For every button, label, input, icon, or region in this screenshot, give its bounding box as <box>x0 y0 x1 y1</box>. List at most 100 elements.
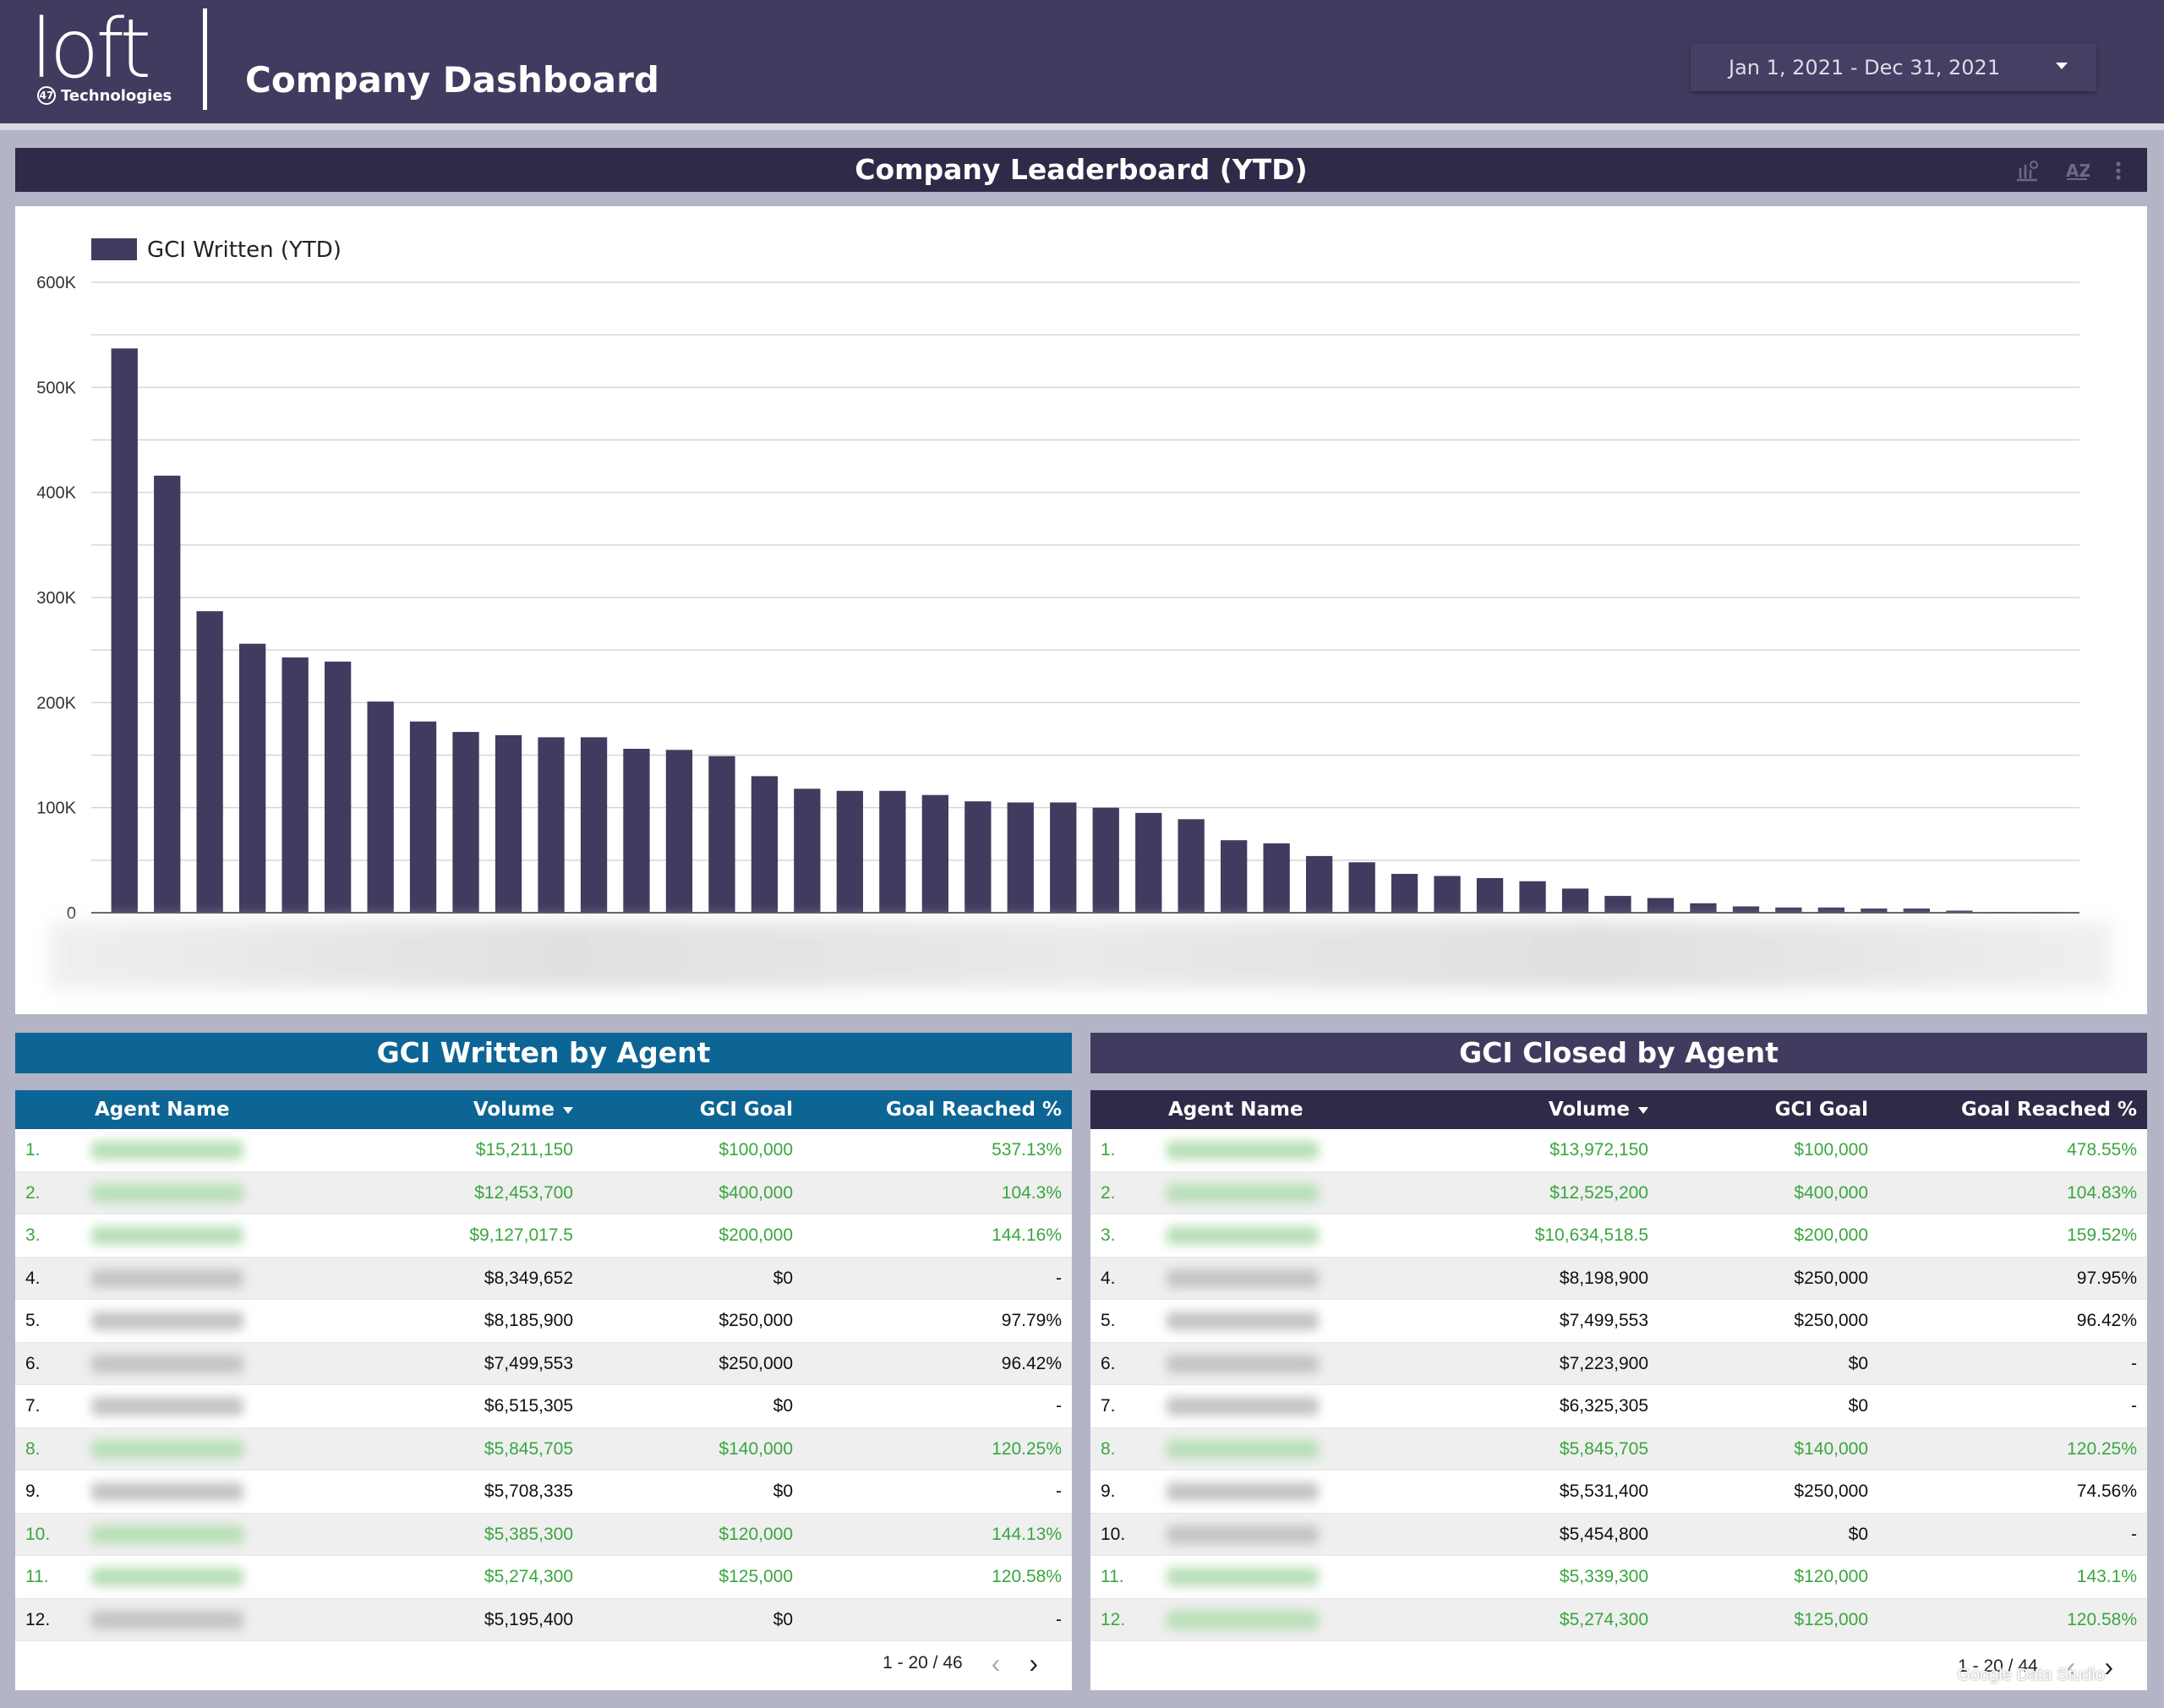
bar-12[interactable] <box>580 737 608 913</box>
row-goal-reached: - <box>1056 1482 1062 1501</box>
y-tick-label: 100K <box>36 799 76 818</box>
chart-settings-icon[interactable] <box>2015 155 2039 199</box>
bar-42[interactable] <box>1861 909 1888 913</box>
chevron-left-icon[interactable]: ‹ <box>991 1648 1001 1678</box>
bar-2[interactable] <box>154 475 181 913</box>
bar-11[interactable] <box>538 737 565 913</box>
bar-28[interactable] <box>1263 843 1290 913</box>
table-row[interactable]: 5. $8,185,900 $250,000 97.79% <box>15 1300 1072 1343</box>
chevron-right-icon[interactable]: › <box>1029 1648 1038 1678</box>
bar-20[interactable] <box>921 794 948 913</box>
col-goal-reached[interactable]: Goal Reached % <box>1960 1099 2137 1121</box>
table-row[interactable]: 3. $9,127,017.5 $200,000 144.16% <box>15 1214 1072 1258</box>
table-row[interactable]: 4. $8,349,652 $0 - <box>15 1257 1072 1300</box>
table-row[interactable]: 5. $7,499,553 $250,000 96.42% <box>1090 1300 2147 1343</box>
agent-name-redacted <box>91 1482 243 1501</box>
bar-24[interactable] <box>1092 807 1119 913</box>
bar-44[interactable] <box>1946 910 1973 914</box>
table-row[interactable]: 10. $5,454,800 $0 - <box>1090 1513 2147 1556</box>
bar-16[interactable] <box>751 776 779 913</box>
bar-25[interactable] <box>1135 812 1162 913</box>
date-range-picker[interactable]: Jan 1, 2021 - Dec 31, 2021 <box>1691 44 2096 91</box>
table-row[interactable]: 4. $8,198,900 $250,000 97.95% <box>1090 1257 2147 1300</box>
bar-10[interactable] <box>495 734 522 913</box>
bar-13[interactable] <box>623 749 650 913</box>
row-goal-reached: 104.83% <box>2067 1182 2137 1203</box>
table-row[interactable]: 9. $5,531,400 $250,000 74.56% <box>1090 1471 2147 1514</box>
row-volume: $5,845,705 <box>1559 1438 1648 1459</box>
bar-8[interactable] <box>409 721 437 913</box>
table-row[interactable]: 1. $13,972,150 $100,000 478.55% <box>1090 1129 2147 1172</box>
table-row[interactable]: 3. $10,634,518.5 $200,000 159.52% <box>1090 1214 2147 1258</box>
bar-32[interactable] <box>1434 876 1461 914</box>
bar-40[interactable] <box>1775 907 1802 913</box>
bar-33[interactable] <box>1476 878 1504 913</box>
gci-written-header: GCI Written by Agent <box>15 1033 1072 1073</box>
table-row[interactable]: 8. $5,845,705 $140,000 120.25% <box>1090 1427 2147 1471</box>
bar-21[interactable] <box>965 801 992 913</box>
bar-26[interactable] <box>1178 819 1205 913</box>
bar-30[interactable] <box>1348 862 1375 913</box>
bar-14[interactable] <box>665 750 693 913</box>
table-row[interactable]: 2. $12,525,200 $400,000 104.83% <box>1090 1171 2147 1214</box>
bar-4[interactable] <box>239 643 266 913</box>
bar-34[interactable] <box>1519 881 1546 913</box>
table-row[interactable]: 6. $7,499,553 $250,000 96.42% <box>15 1342 1072 1385</box>
row-goal-reached: 120.25% <box>992 1438 1062 1459</box>
bar-18[interactable] <box>836 790 863 913</box>
bar-31[interactable] <box>1391 874 1418 913</box>
bar-29[interactable] <box>1306 855 1333 913</box>
bar-41[interactable] <box>1817 907 1844 913</box>
table-row[interactable]: 7. $6,325,305 $0 - <box>1090 1385 2147 1428</box>
bar-22[interactable] <box>1007 802 1034 914</box>
table-row[interactable]: 7. $6,515,305 $0 - <box>15 1385 1072 1428</box>
row-rank: 4. <box>25 1268 41 1288</box>
agent-name-redacted <box>91 1183 243 1203</box>
col-volume[interactable]: Volume <box>473 1099 573 1121</box>
legend-label: GCI Written (YTD) <box>147 237 342 263</box>
table-row[interactable]: 6. $7,223,900 $0 - <box>1090 1342 2147 1385</box>
table-row[interactable]: 12. $5,274,300 $125,000 120.58% <box>1090 1598 2147 1641</box>
table-pager: 1 - 20 / 44 ‹ › <box>1958 1651 2113 1682</box>
chevron-right-icon[interactable]: › <box>2104 1651 2113 1682</box>
table-row[interactable]: 2. $12,453,700 $400,000 104.3% <box>15 1171 1072 1214</box>
sort-az-icon[interactable]: AZ <box>2064 155 2091 199</box>
bar-45[interactable] <box>1988 912 2015 913</box>
table-row[interactable]: 1. $15,211,150 $100,000 537.13% <box>15 1129 1072 1172</box>
bar-38[interactable] <box>1690 903 1717 913</box>
col-gci-goal[interactable]: GCI Goal <box>699 1099 793 1121</box>
col-goal-reached[interactable]: Goal Reached % <box>885 1099 1062 1121</box>
bar-9[interactable] <box>452 732 479 913</box>
table-row[interactable]: 10. $5,385,300 $120,000 144.13% <box>15 1513 1072 1556</box>
row-rank: 10. <box>25 1524 51 1544</box>
more-vert-icon[interactable] <box>2115 155 2122 199</box>
bar-3[interactable] <box>196 611 223 913</box>
bar-5[interactable] <box>281 657 309 913</box>
row-volume: $5,274,300 <box>484 1567 573 1586</box>
bar-27[interactable] <box>1221 840 1248 913</box>
table-row[interactable]: 12. $5,195,400 $0 - <box>15 1598 1072 1641</box>
bar-43[interactable] <box>1903 909 1930 913</box>
bar-36[interactable] <box>1604 896 1631 913</box>
bar-19[interactable] <box>879 790 906 913</box>
table-row[interactable]: 9. $5,708,335 $0 - <box>15 1471 1072 1514</box>
bar-15[interactable] <box>708 756 735 913</box>
bar-7[interactable] <box>367 701 394 913</box>
bar-1[interactable] <box>111 348 138 913</box>
col-gci-goal[interactable]: GCI Goal <box>1774 1099 1868 1121</box>
col-agent-name[interactable]: Agent Name <box>1168 1099 1303 1121</box>
bar-35[interactable] <box>1561 888 1589 913</box>
logo-subtitle-text: Technologies <box>61 86 172 105</box>
table-row[interactable]: 11. $5,339,300 $120,000 143.1% <box>1090 1556 2147 1599</box>
bar-37[interactable] <box>1647 898 1675 913</box>
svg-text:AZ: AZ <box>2066 161 2090 181</box>
bar-23[interactable] <box>1050 802 1077 914</box>
bar-17[interactable] <box>794 789 821 913</box>
chevron-left-icon[interactable]: ‹ <box>2066 1651 2076 1682</box>
col-agent-name[interactable]: Agent Name <box>95 1099 230 1121</box>
col-volume[interactable]: Volume <box>1549 1099 1648 1121</box>
table-row[interactable]: 11. $5,274,300 $125,000 120.58% <box>15 1556 1072 1599</box>
table-row[interactable]: 8. $5,845,705 $140,000 120.25% <box>15 1427 1072 1471</box>
bar-6[interactable] <box>325 661 352 913</box>
bar-39[interactable] <box>1732 906 1760 914</box>
